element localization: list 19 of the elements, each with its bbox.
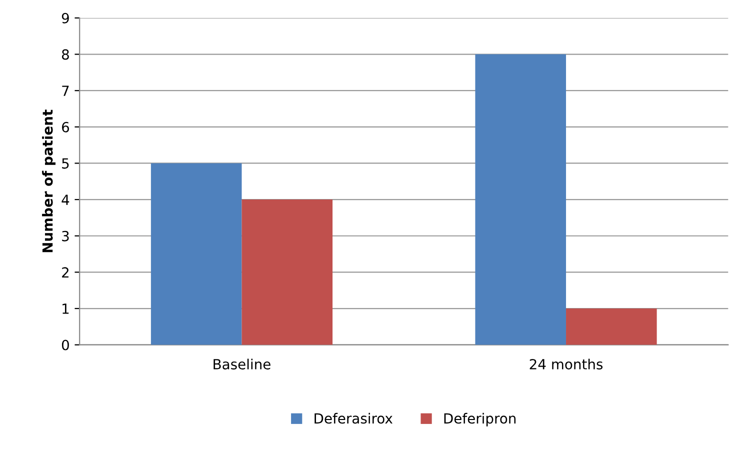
x-tick-label: Baseline (214, 358, 270, 370)
y-tick-label: 1 (62, 304, 69, 314)
y-tick-label: 9 (62, 12, 69, 24)
legend-label: Deferipron (444, 412, 516, 426)
x-tick-label: 24 months (530, 358, 603, 370)
legend-label: Deferasirox (314, 412, 392, 424)
y-tick-label: 2 (62, 267, 68, 278)
y-tick-label: 3 (62, 230, 69, 242)
y-tick-label: 6 (62, 122, 69, 132)
y-tick-label: 0 (62, 340, 69, 350)
y-axis-title: Number of patient (42, 110, 56, 252)
y-tick-label: 8 (62, 49, 69, 60)
y-tick-label: 5 (62, 158, 69, 169)
bar (475, 54, 566, 345)
y-tick-label: 7 (62, 86, 69, 96)
y-tick-label: 4 (62, 194, 70, 205)
bar (566, 308, 657, 345)
bar (242, 200, 333, 345)
bar (150, 163, 242, 345)
